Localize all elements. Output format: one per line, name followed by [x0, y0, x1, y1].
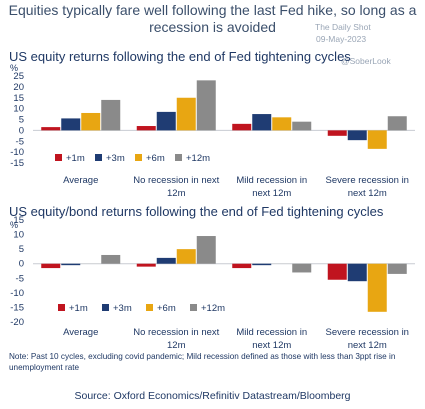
source-line: Source: Oxford Economics/Refinitiv Datas… — [74, 390, 351, 402]
watermark-date: 09-May-2023 — [316, 34, 367, 44]
chart2-legend-label: +12m — [201, 303, 225, 314]
chart2-bar-p3m-3 — [347, 263, 367, 282]
chart1-bar-p1m-1 — [136, 126, 156, 131]
chart1-category-label: next 12m — [252, 188, 291, 199]
chart1-legend-label: +6m — [146, 153, 165, 164]
chart1-bar-p6m-1 — [176, 97, 196, 131]
chart1-bar-p12m-0 — [101, 99, 121, 131]
chart1-ytick-label: -15 — [10, 158, 24, 169]
chart1-ytick-label: 15 — [13, 93, 24, 104]
chart1-bar-p12m-3 — [387, 116, 407, 131]
chart2-bar-p3m-1 — [156, 257, 176, 264]
chart2-legend-swatch-p3m — [102, 304, 109, 311]
chart2-category-label: next 12m — [348, 340, 387, 351]
chart2-bar-p12m-2 — [292, 263, 312, 273]
chart2-bar-p12m-3 — [387, 263, 407, 274]
chart2-bar-p12m-0 — [101, 254, 121, 264]
chart1-ytick-label: 0 — [19, 125, 24, 136]
chart1-ytick-label: 10 — [13, 104, 24, 115]
chart1-bar-p3m-1 — [156, 111, 176, 131]
chart2-category-label: next 12m — [252, 340, 291, 351]
chart2-bar-p6m-1 — [176, 249, 196, 264]
chart2-category-label: 12m — [167, 340, 186, 351]
chart2-legend-swatch-p6m — [146, 304, 153, 311]
chart1-category-label: Mild recession in — [236, 175, 307, 186]
chart2-legend-label: +6m — [157, 303, 176, 314]
chart1-category-label: 12m — [167, 188, 186, 199]
chart1-bar-p6m-2 — [272, 117, 292, 131]
chart1-legend-swatch-p3m — [95, 154, 102, 161]
chart2-legend-swatch-p12m — [190, 304, 197, 311]
chart2-legend-label: +1m — [69, 303, 88, 314]
chart2-bar-p3m-0 — [61, 263, 81, 266]
chart1-ytick-label: 20 — [13, 82, 24, 93]
chart1-bar-p1m-2 — [232, 123, 252, 131]
chart1-bar-p3m-2 — [252, 114, 272, 131]
chart2-bar-p1m-0 — [41, 263, 61, 269]
chart1-bar-p1m-3 — [327, 130, 347, 136]
chart2-ytick-label: 10 — [13, 230, 24, 241]
chart1-bar-p6m-3 — [367, 130, 387, 149]
chart2-bar-p6m-3 — [367, 263, 387, 312]
chart1-bar-p12m-1 — [196, 80, 216, 131]
chart1-ytick-label: -5 — [16, 136, 24, 147]
chart1-title: US equity returns following the end of F… — [9, 49, 351, 64]
chart2-ytick-label: -15 — [10, 302, 24, 313]
chart1-bar-p6m-0 — [81, 112, 101, 131]
chart1-legend-swatch-p12m — [175, 154, 182, 161]
chart2-category-label: Mild recession in — [236, 327, 307, 338]
chart2-bar-p12m-1 — [196, 236, 216, 264]
chart2-y-unit: % — [10, 220, 18, 230]
chart1-bar-p3m-0 — [61, 118, 81, 131]
chart2-ytick-label: -10 — [10, 288, 24, 299]
chart2-ytick-label: -5 — [16, 273, 24, 284]
chart1-category-label: No recession in next — [133, 175, 219, 186]
chart2-bar-p1m-1 — [136, 263, 156, 267]
chart2-bar-p3m-2 — [252, 263, 272, 266]
chart1-legend-label: +3m — [106, 153, 125, 164]
chart1-legend-swatch-p6m — [135, 154, 142, 161]
chart2-ytick-label: -20 — [10, 317, 24, 328]
watermark-handle: @SoberLook — [341, 56, 391, 66]
chart2-category-label: No recession in next — [133, 327, 219, 338]
chart2-bar-p1m-3 — [327, 263, 347, 280]
chart2-category-label: Average — [63, 327, 98, 338]
chart1-bar-p3m-3 — [347, 130, 367, 141]
chart2-category-label: Severe recession in — [326, 327, 409, 338]
headline: Equities typically fare well following t… — [8, 2, 417, 35]
chart1-ytick-label: 5 — [19, 115, 24, 126]
chart1-category-label: Severe recession in — [326, 175, 409, 186]
chart2-ytick-label: 15 — [13, 215, 24, 226]
chart1-category-label: next 12m — [348, 188, 387, 199]
chart2-legend-label: +3m — [113, 303, 132, 314]
chart1-legend-label: +12m — [186, 153, 210, 164]
chart1-legend-label: +1m — [66, 153, 85, 164]
watermark-brand: The Daily Shot — [315, 22, 371, 32]
chart2-ytick-label: 0 — [19, 259, 24, 270]
chart1-ytick-label: -10 — [10, 147, 24, 158]
chart1-legend-swatch-p1m — [55, 154, 62, 161]
chart1-bar-p12m-2 — [292, 121, 312, 131]
chart2-ytick-label: 5 — [19, 244, 24, 255]
chart1-bar-p1m-0 — [41, 127, 61, 131]
chart2-bar-p1m-2 — [232, 263, 252, 269]
chart1-ytick-label: 25 — [13, 71, 24, 82]
footnote: Note: Past 10 cycles, excluding covid pa… — [9, 352, 396, 372]
chart1-category-label: Average — [63, 175, 98, 186]
chart2-legend-swatch-p1m — [58, 304, 65, 311]
chart2-title: US equity/bond returns following the end… — [9, 204, 384, 219]
chart1-y-unit: % — [10, 63, 18, 73]
